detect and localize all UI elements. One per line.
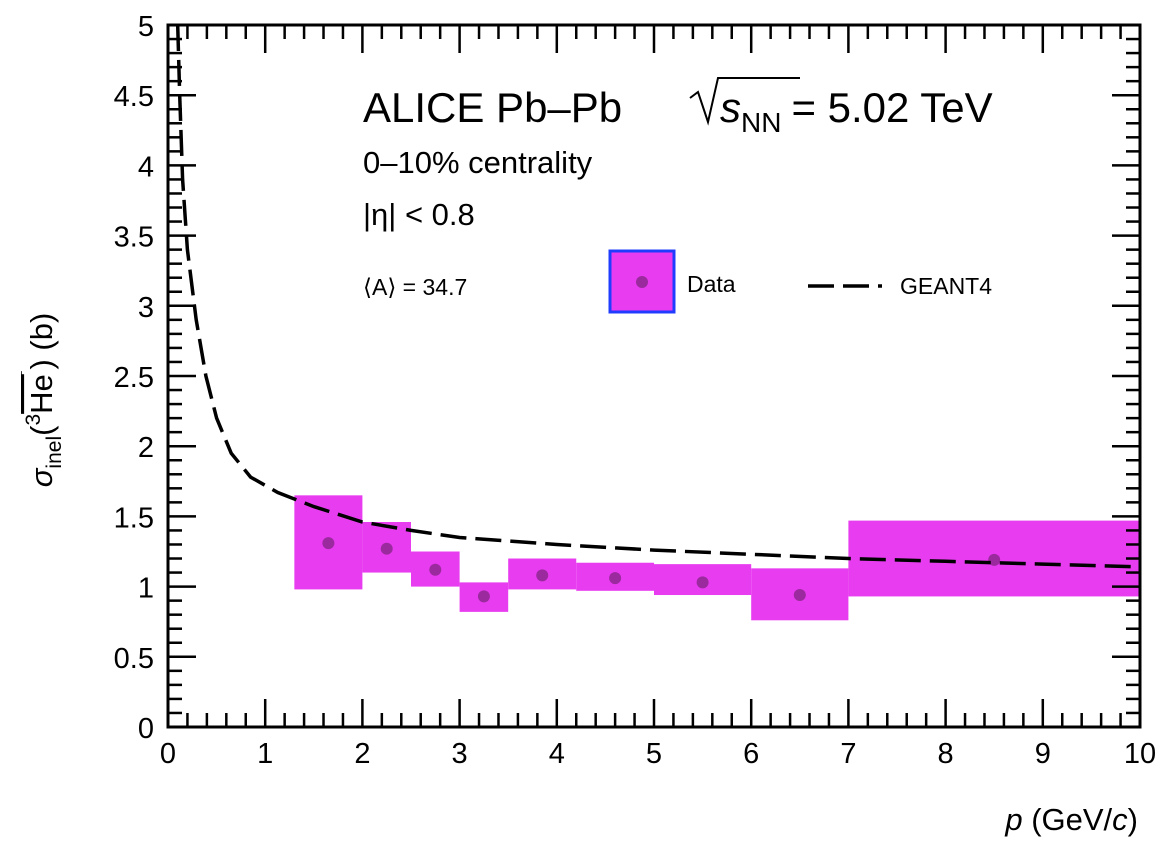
y-label-sup: 3 bbox=[22, 414, 45, 426]
legend-geant4-label: GEANT4 bbox=[900, 273, 992, 299]
y-tick-label: 2 bbox=[138, 432, 154, 464]
y-label-particle: He bbox=[24, 374, 59, 414]
y-tick-label: 3.5 bbox=[114, 222, 154, 254]
data-point bbox=[988, 553, 1001, 566]
data-point bbox=[429, 563, 442, 576]
data-point bbox=[380, 542, 393, 555]
y-tick-label: 1 bbox=[138, 573, 154, 605]
eta-label: |η| < 0.8 bbox=[363, 197, 475, 232]
data-point bbox=[696, 576, 709, 589]
x-tick-label: 9 bbox=[1035, 738, 1051, 770]
y-label-overline-mark: ‾ bbox=[19, 370, 35, 377]
x-tick-label: 5 bbox=[646, 738, 662, 770]
x-tick-label: 6 bbox=[743, 738, 759, 770]
x-axis-label: p (GeV/c) bbox=[1004, 802, 1138, 837]
y-tick-label: 0.5 bbox=[114, 643, 154, 675]
data-point bbox=[322, 537, 335, 550]
y-tick-label: 3 bbox=[138, 292, 154, 324]
plot-frame bbox=[166, 23, 1142, 729]
y-tick-label: 1.5 bbox=[114, 502, 154, 534]
x-tick-label: 8 bbox=[938, 738, 954, 770]
data-point bbox=[609, 572, 622, 585]
legend-data-label: Data bbox=[687, 271, 736, 297]
y-tick-label: 4.5 bbox=[114, 81, 154, 113]
y-tick-labels: 0 0.5 1 1.5 2 2.5 3 3.5 4 4.5 5 bbox=[114, 11, 154, 745]
axis-ticks bbox=[166, 23, 1142, 729]
x-label-unit: (GeV/ bbox=[1023, 802, 1113, 837]
x-label-unit-close: ) bbox=[1128, 802, 1138, 837]
legend: Data GEANT4 bbox=[608, 249, 992, 314]
data-error-boxes bbox=[294, 495, 1140, 621]
x-tick-label: 4 bbox=[549, 738, 565, 770]
legend-data-point bbox=[636, 276, 648, 288]
y-tick-label: 4 bbox=[138, 151, 154, 183]
y-label-sub: inel bbox=[43, 436, 66, 469]
y-tick-label: 2.5 bbox=[114, 362, 154, 394]
data-points bbox=[322, 537, 1001, 603]
mass-number-label: ⟨A⟩ = 34.7 bbox=[363, 274, 467, 300]
y-axis-label-group: σinel(3He‾) (b) bbox=[19, 313, 66, 488]
geant4-curve bbox=[175, 24, 1141, 569]
y-tick-label: 0 bbox=[138, 713, 154, 745]
y-label-open: ( bbox=[24, 425, 59, 436]
x-tick-label: 7 bbox=[840, 738, 856, 770]
x-tick-label: 10 bbox=[1124, 738, 1156, 770]
x-tick-label: 2 bbox=[354, 738, 370, 770]
y-label-close: ) (b) bbox=[24, 313, 59, 370]
x-label-var: p bbox=[1004, 802, 1022, 837]
x-label-unit-var: c bbox=[1112, 802, 1128, 837]
x-tick-label: 1 bbox=[257, 738, 273, 770]
y-axis-label: σinel(3He‾) (b) bbox=[19, 313, 66, 488]
data-point bbox=[536, 569, 549, 582]
x-tick-label: 3 bbox=[452, 738, 468, 770]
sqrt-sign bbox=[689, 77, 800, 126]
legend-data-marker bbox=[608, 249, 676, 314]
data-point bbox=[793, 589, 806, 602]
centrality-label: 0–10% centrality bbox=[363, 145, 593, 180]
y-tick-label: 5 bbox=[138, 11, 154, 43]
y-label-sigma: σ bbox=[24, 467, 59, 487]
x-tick-label: 0 bbox=[160, 738, 176, 770]
data-point bbox=[477, 590, 490, 603]
x-tick-labels: 0 1 2 3 4 5 6 7 8 9 10 bbox=[160, 738, 1156, 770]
title-energy: sNN = 5.02 TeV bbox=[720, 84, 993, 138]
title: ALICE Pb–Pb bbox=[363, 84, 622, 131]
